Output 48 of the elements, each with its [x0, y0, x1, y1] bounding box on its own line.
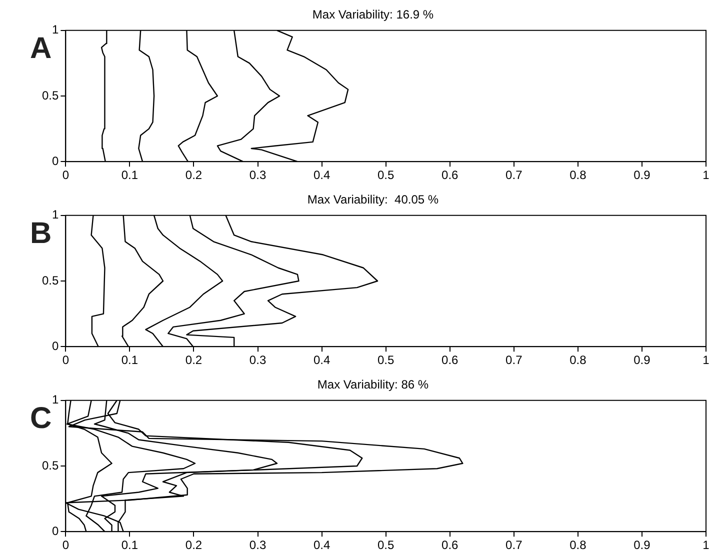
x-tick-label: 0.7	[506, 538, 523, 552]
x-tick-label: 0	[62, 353, 70, 368]
x-tick-label: 0.9	[634, 538, 651, 552]
y-tick-label: 0	[52, 524, 59, 538]
x-tick-label: 1	[702, 168, 710, 182]
x-tick-label: 1	[702, 353, 710, 368]
x-tick-label: 0.2	[185, 353, 202, 368]
x-tick-label: 0.1	[121, 353, 138, 368]
y-tick-label: 0.5	[42, 88, 59, 102]
y-tick-label: 1	[52, 22, 59, 37]
x-tick-label: 0.3	[249, 353, 266, 368]
chart-title: Max Variability: 86 %	[317, 378, 429, 392]
y-tick-label: 1	[52, 208, 59, 222]
x-tick-label: 1	[702, 538, 710, 552]
x-tick-label: 0	[62, 168, 70, 182]
x-tick-label: 0.5	[377, 168, 395, 182]
x-tick-label: 0.5	[377, 538, 395, 552]
x-tick-label: 0.6	[442, 353, 459, 368]
x-tick-label: 0.6	[442, 538, 459, 552]
x-tick-label: 0.5	[377, 353, 395, 368]
x-tick-label: 0.3	[249, 168, 266, 182]
x-tick-label: 0.4	[313, 168, 330, 182]
x-tick-label: 0.4	[313, 353, 330, 368]
x-tick-label: 0.2	[185, 168, 202, 182]
x-tick-label: 0.8	[570, 168, 587, 182]
x-tick-label: 0.8	[570, 538, 587, 552]
x-tick-label: 0.9	[634, 353, 651, 368]
text: A	[30, 32, 52, 66]
y-tick-label: 0.5	[42, 273, 59, 288]
y-tick-label: 0	[52, 338, 59, 353]
y-tick-label: 1	[52, 392, 59, 407]
x-tick-label: 0.1	[121, 168, 138, 182]
chart-title: Max Variability: 40.05 %	[307, 192, 439, 207]
x-tick-label: 0.1	[121, 538, 138, 552]
x-tick-label: 0	[62, 538, 70, 552]
x-tick-label: 0.7	[506, 168, 523, 182]
y-tick-label: 0	[52, 154, 59, 168]
x-tick-label: 0.7	[506, 353, 523, 368]
x-tick-label: 0.2	[185, 538, 202, 552]
x-tick-label: 0.4	[313, 538, 330, 552]
chart-title: Max Variability: 16.9 %	[312, 8, 434, 22]
x-tick-label: 0.9	[634, 168, 651, 182]
text: B	[30, 217, 52, 251]
x-tick-label: 0.6	[442, 168, 459, 182]
x-tick-label: 0.8	[570, 353, 587, 368]
x-tick-label: 0.3	[249, 538, 266, 552]
y-tick-label: 0.5	[42, 458, 59, 472]
text: C	[30, 402, 52, 436]
